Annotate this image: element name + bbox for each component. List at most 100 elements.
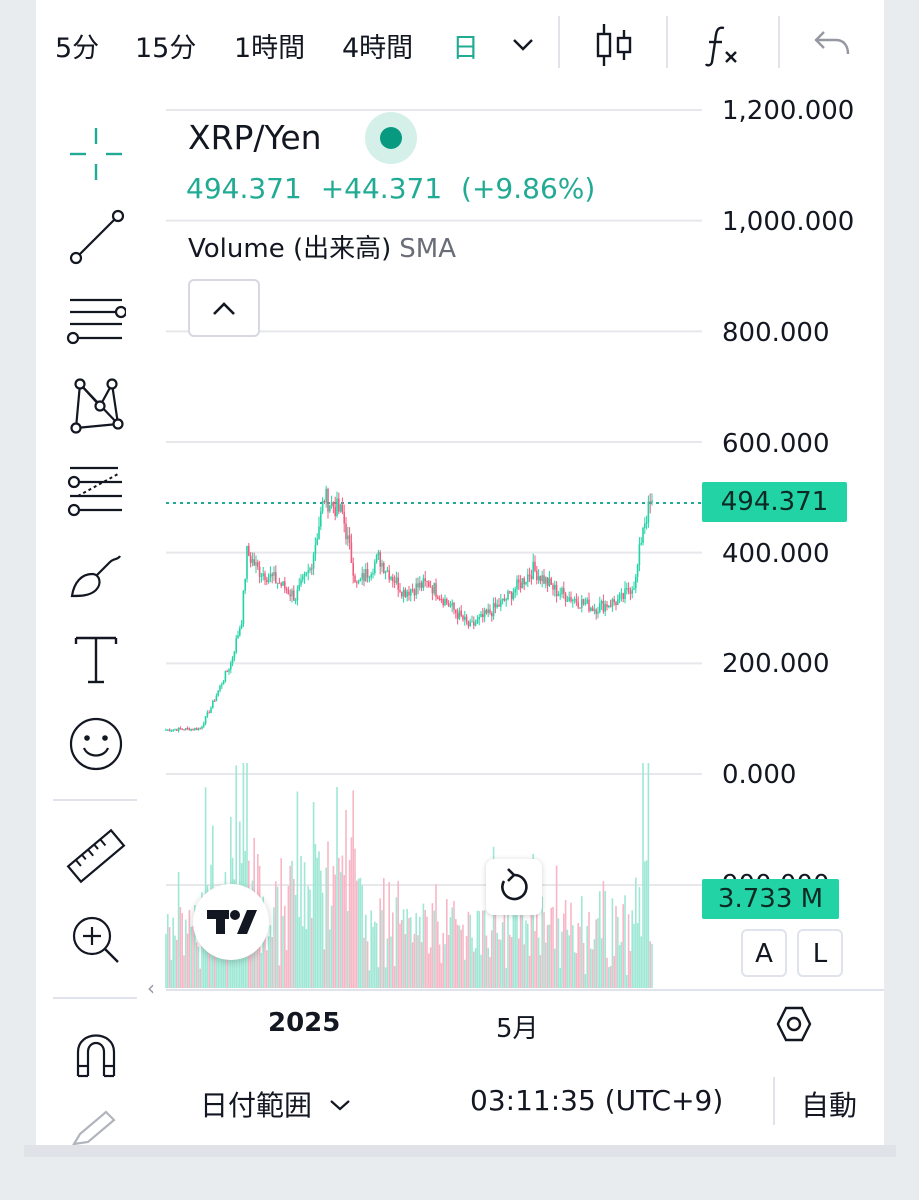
zoom-in-icon[interactable] bbox=[66, 910, 126, 970]
candle-body bbox=[424, 578, 426, 581]
candle-body bbox=[345, 523, 347, 540]
text-icon[interactable] bbox=[66, 630, 126, 690]
volume-bar bbox=[172, 917, 174, 988]
chart-settings-icon[interactable] bbox=[774, 1004, 814, 1044]
price-axis-tick: 800.000 bbox=[722, 318, 830, 348]
auto-scale-toggle[interactable]: 自動 bbox=[801, 1089, 858, 1122]
volume-bar bbox=[354, 848, 356, 988]
candle-body bbox=[307, 570, 309, 573]
volume-bar bbox=[456, 924, 459, 988]
ruler-icon[interactable] bbox=[66, 826, 126, 886]
volume-bar bbox=[647, 763, 650, 988]
timezone-clock[interactable]: 03:11:35 (UTC+9) bbox=[470, 1084, 724, 1117]
volume-bar bbox=[167, 914, 169, 988]
volume-bar bbox=[365, 914, 367, 988]
volume-legend[interactable]: Volume (出来高) SMA bbox=[188, 228, 456, 265]
volume-bar bbox=[249, 925, 252, 988]
tools-divider bbox=[53, 799, 137, 801]
legend-collapse-button[interactable] bbox=[188, 279, 260, 337]
volume-bar bbox=[408, 917, 410, 988]
volume-bar bbox=[554, 948, 556, 988]
volume-bar bbox=[613, 955, 615, 988]
candle-body bbox=[559, 594, 561, 596]
candle-body bbox=[501, 598, 504, 601]
candle-body bbox=[410, 589, 412, 596]
tradingview-logo-icon bbox=[207, 910, 257, 934]
volume-bar bbox=[267, 936, 270, 988]
candle-body bbox=[602, 601, 605, 612]
candle-body bbox=[327, 488, 329, 512]
candle-body bbox=[458, 610, 461, 619]
log-scale-button[interactable]: L bbox=[797, 929, 843, 977]
volume-tag: 3.733 M bbox=[702, 879, 839, 919]
candle-body bbox=[401, 591, 403, 597]
tools-divider bbox=[53, 997, 137, 999]
pencil-icon[interactable] bbox=[66, 1108, 126, 1145]
gann-fan-icon[interactable] bbox=[66, 460, 126, 520]
volume-bar bbox=[570, 902, 572, 988]
crosshair-icon[interactable] bbox=[66, 124, 126, 184]
candle-body bbox=[278, 582, 281, 584]
candle-body bbox=[622, 593, 624, 599]
volume-bar bbox=[629, 951, 632, 988]
candle-body bbox=[377, 552, 380, 555]
candle-body bbox=[640, 543, 642, 545]
candle-body bbox=[507, 591, 509, 600]
candle-body bbox=[235, 638, 237, 653]
fib-retracement-icon[interactable] bbox=[66, 292, 126, 352]
volume-legend-ma: SMA bbox=[399, 234, 456, 264]
volume-bar bbox=[314, 843, 317, 988]
timeframe-1h[interactable]: 1時間 bbox=[234, 33, 306, 64]
date-range-selector[interactable]: 日付範囲 bbox=[200, 1084, 353, 1124]
candle-body bbox=[471, 621, 473, 623]
auto-scale-button[interactable]: A bbox=[741, 929, 787, 977]
timeframe-15m[interactable]: 15分 bbox=[135, 33, 197, 64]
volume-bar bbox=[546, 925, 549, 988]
volume-bar bbox=[336, 786, 338, 988]
volume-bar bbox=[433, 910, 435, 988]
indicator-fx-icon[interactable] bbox=[702, 22, 742, 68]
candle-body bbox=[514, 589, 516, 593]
candle-body bbox=[388, 570, 390, 580]
reset-chart-button[interactable] bbox=[486, 859, 542, 915]
brush-icon[interactable] bbox=[66, 546, 126, 606]
candle-body bbox=[599, 603, 601, 612]
volume-bar bbox=[165, 933, 167, 988]
timeframe-1d[interactable]: 日 bbox=[452, 33, 479, 64]
candle-body bbox=[363, 573, 365, 581]
candle-body bbox=[284, 581, 286, 589]
volume-bar bbox=[305, 929, 308, 988]
candle-body bbox=[212, 700, 214, 708]
volume-bar bbox=[294, 895, 297, 988]
legend-change-pct: (+9.86%) bbox=[461, 172, 596, 205]
candle-body bbox=[217, 690, 219, 696]
candle-body bbox=[332, 502, 335, 507]
magnet-icon[interactable] bbox=[66, 1024, 126, 1084]
candle-body bbox=[242, 590, 245, 625]
emoji-icon[interactable] bbox=[66, 714, 126, 774]
candle-body bbox=[251, 559, 254, 563]
candle-body bbox=[629, 591, 632, 594]
chevron-down-icon[interactable] bbox=[510, 32, 536, 58]
volume-bar bbox=[609, 966, 612, 988]
candle-body bbox=[406, 591, 408, 597]
scroll-left-icon[interactable]: ‹ bbox=[147, 976, 155, 1000]
pattern-icon[interactable] bbox=[66, 376, 126, 436]
candle-body bbox=[550, 578, 552, 585]
volume-bar bbox=[276, 886, 279, 988]
candle-body bbox=[194, 728, 196, 730]
volume-bar bbox=[636, 923, 639, 988]
volume-bar bbox=[366, 941, 369, 988]
candlestick-icon[interactable] bbox=[594, 22, 634, 68]
symbol-title[interactable]: XRP/Yen bbox=[188, 118, 322, 157]
trend-line-icon[interactable] bbox=[66, 208, 126, 268]
tradingview-logo[interactable] bbox=[193, 884, 269, 960]
undo-icon[interactable] bbox=[812, 26, 852, 62]
timeframe-5m[interactable]: 5分 bbox=[55, 33, 100, 64]
volume-bar bbox=[579, 926, 581, 988]
candle-body bbox=[431, 587, 434, 594]
candle-body bbox=[651, 500, 653, 503]
timeframe-4h[interactable]: 4時間 bbox=[342, 33, 414, 64]
candle-body bbox=[264, 573, 266, 581]
volume-bar bbox=[503, 910, 506, 988]
